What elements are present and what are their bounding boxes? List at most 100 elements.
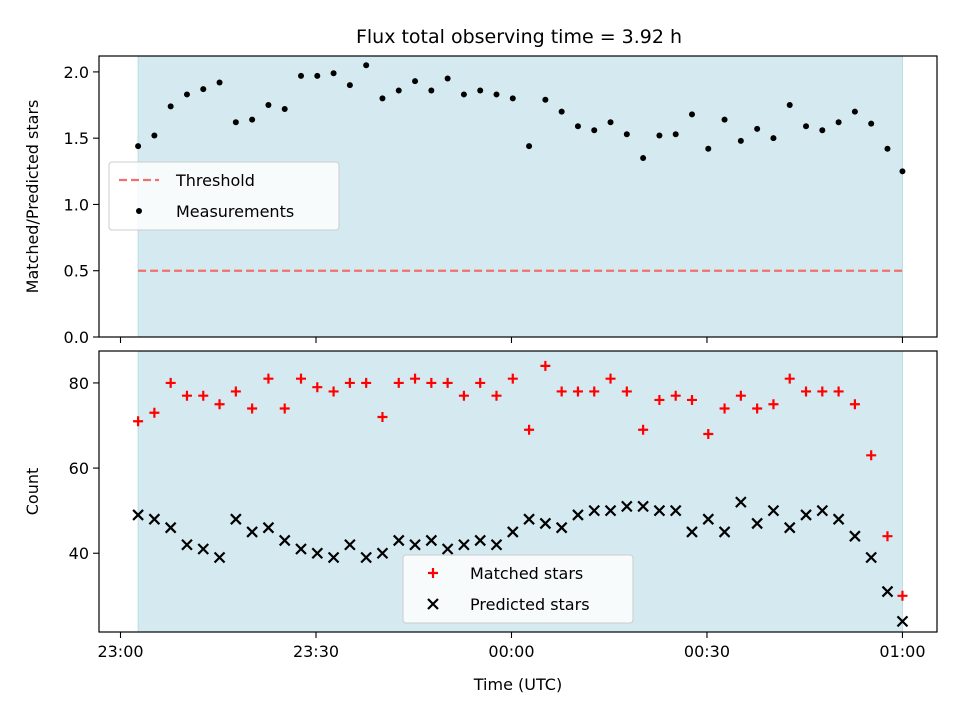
data-point	[718, 526, 731, 538]
data-point	[133, 416, 144, 427]
data-point	[558, 108, 565, 115]
data-point	[539, 517, 552, 530]
data-point	[832, 513, 845, 525]
data-point	[395, 87, 402, 94]
data-point	[656, 132, 663, 139]
data-point	[735, 496, 747, 508]
data-point	[165, 377, 176, 388]
data-point	[786, 102, 793, 109]
data-point	[216, 79, 223, 86]
data-point	[540, 360, 551, 371]
data-point	[572, 386, 583, 397]
data-point	[344, 377, 355, 388]
legend-label: Measurements	[176, 202, 294, 221]
data-point	[884, 145, 891, 152]
data-point	[298, 72, 305, 79]
data-point	[148, 513, 161, 525]
legend: Threshold Measurements	[108, 161, 340, 231]
data-point	[330, 70, 337, 77]
y-tick-label: 0.0	[64, 328, 89, 347]
data-point	[865, 551, 877, 564]
data-point	[752, 403, 763, 414]
data-point	[768, 399, 779, 410]
data-point	[523, 513, 535, 525]
data-point	[721, 116, 728, 123]
data-point	[703, 429, 714, 440]
data-point	[524, 424, 535, 435]
data-point	[230, 513, 242, 525]
data-point	[784, 373, 795, 384]
data-point	[849, 399, 860, 410]
y-axis-label: Matched/Predicted stars	[23, 100, 42, 294]
data-point	[555, 521, 568, 534]
data-point	[605, 373, 616, 384]
data-point	[460, 91, 467, 98]
data-point	[833, 386, 844, 397]
data-point	[882, 531, 893, 542]
data-point	[638, 424, 649, 435]
data-point	[719, 403, 730, 414]
data-point	[312, 382, 323, 393]
x-tick-label: 00:00	[488, 642, 534, 661]
data-point	[412, 78, 419, 85]
data-point	[314, 72, 321, 79]
data-point	[198, 390, 209, 401]
data-point	[686, 526, 698, 538]
legend: Matched stars Predicted stars	[402, 554, 634, 624]
legend-label: Threshold	[175, 171, 255, 190]
data-point	[265, 102, 272, 109]
y-tick-label: 1.0	[64, 195, 89, 214]
data-point	[899, 168, 906, 175]
data-point	[735, 390, 746, 401]
data-point	[849, 530, 861, 542]
data-point	[346, 82, 353, 89]
data-point	[672, 131, 679, 138]
data-point	[296, 373, 307, 384]
legend-box	[108, 161, 340, 231]
observing-window	[137, 350, 903, 633]
data-point	[754, 125, 761, 132]
data-point	[197, 543, 210, 555]
data-point	[183, 91, 190, 98]
data-point	[379, 95, 386, 102]
data-point	[149, 407, 160, 418]
data-point	[392, 534, 405, 547]
data-point	[588, 504, 601, 517]
data-point	[770, 135, 777, 142]
y-tick-label: 80	[69, 374, 89, 393]
data-point	[247, 403, 258, 414]
data-point	[410, 373, 421, 384]
series-measurements	[135, 62, 906, 175]
data-point	[376, 547, 389, 560]
data-point	[556, 386, 567, 397]
data-point	[428, 87, 435, 94]
data-point	[621, 500, 633, 513]
data-point	[213, 551, 226, 564]
data-point	[896, 615, 909, 628]
y-tick-label: 2.0	[64, 63, 89, 82]
data-point	[409, 538, 421, 551]
plot-frame	[98, 55, 938, 338]
data-point	[458, 390, 469, 401]
data-point	[360, 551, 372, 564]
data-point	[507, 373, 518, 384]
data-point	[135, 143, 142, 150]
legend-marker	[428, 568, 438, 578]
data-point	[458, 538, 470, 551]
x-tick-label: 00:30	[684, 642, 730, 661]
data-point	[640, 155, 647, 162]
data-point	[361, 377, 372, 388]
data-point	[295, 543, 307, 555]
legend-marker	[427, 598, 439, 610]
data-point	[477, 87, 484, 94]
data-point	[572, 509, 584, 521]
data-point	[311, 547, 324, 560]
data-point	[475, 377, 486, 388]
y-tick-label: 40	[69, 544, 89, 563]
data-point	[426, 377, 437, 388]
data-point	[835, 119, 842, 126]
data-point	[181, 538, 193, 551]
data-point	[526, 143, 533, 150]
data-point	[866, 450, 877, 461]
legend-label: Predicted stars	[470, 595, 590, 614]
